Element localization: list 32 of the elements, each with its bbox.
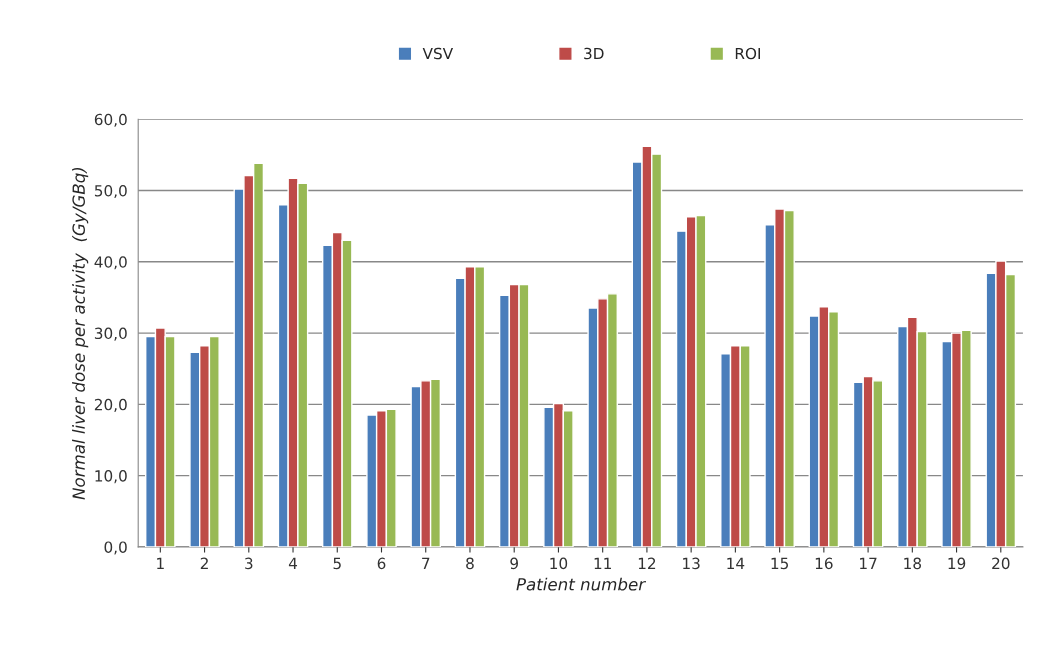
y-tick-label: 60,0 [94, 113, 127, 127]
legend-label: ROI [735, 47, 760, 60]
x-tick-label: 4 [288, 557, 298, 569]
x-tick-label: 14 [727, 557, 745, 569]
x-tick-label: 12 [638, 557, 656, 569]
x-tick-label: 1 [157, 557, 164, 569]
legend-label: VSV [422, 47, 454, 60]
x-tick-label: 18 [904, 557, 921, 570]
x-tick-label: 15 [771, 557, 789, 570]
y-axis-title: Normal liver dose per activity (Gy/GBq) [72, 167, 89, 500]
x-tick-label: 8 [466, 557, 474, 570]
x-tick-label: 9 [510, 557, 518, 570]
y-tick-label: 40,0 [94, 256, 127, 270]
x-tick-label: 7 [422, 557, 430, 569]
x-tick-label: 16 [815, 557, 833, 570]
x-axis-title: Patient number [516, 577, 646, 591]
y-tick-label: 30,0 [94, 327, 127, 341]
x-tick-label: 5 [333, 557, 341, 570]
x-tick-label: 20 [992, 557, 1010, 570]
x-tick-label: 11 [594, 557, 611, 569]
x-tick-label: 19 [948, 557, 966, 570]
y-tick-label: 0,0 [104, 541, 127, 555]
y-tick-label: 10,0 [95, 470, 127, 484]
y-tick-label: 50,0 [94, 184, 127, 199]
x-tick-label: 10 [550, 557, 568, 570]
legend-label: 3D [584, 47, 604, 60]
y-tick-label: 20,0 [94, 398, 127, 412]
x-tick-label: 17 [860, 557, 877, 569]
x-tick-label: 6 [377, 557, 386, 570]
x-tick-label: 3 [245, 557, 253, 570]
x-tick-label: 13 [683, 557, 700, 570]
x-tick-label: 2 [200, 557, 208, 569]
